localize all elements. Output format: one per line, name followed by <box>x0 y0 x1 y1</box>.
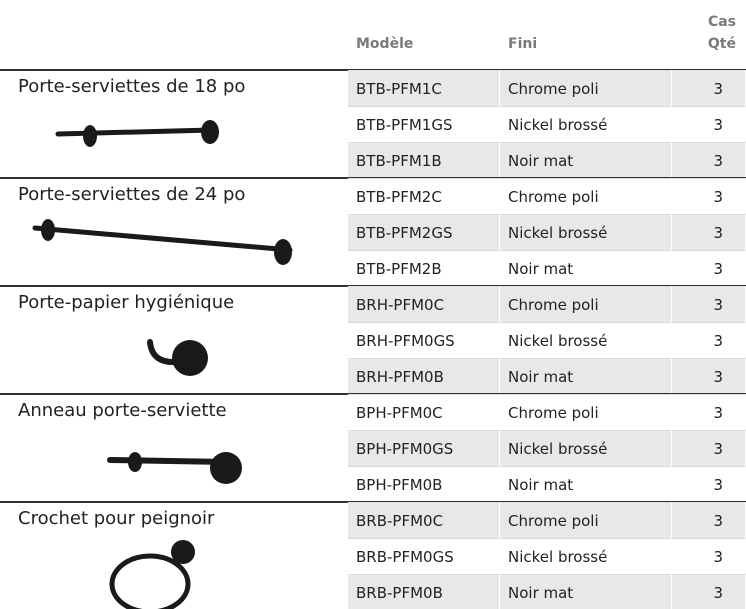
towel-bar-icon <box>55 120 219 147</box>
qty-cell: 3 <box>672 394 746 430</box>
model-cell: BPH-PFM0GS <box>348 430 500 466</box>
model-cell: BRH-PFM0C <box>348 286 500 322</box>
finish-cell: Chrome poli <box>500 70 672 106</box>
finish-cell: Chrome poli <box>500 394 672 430</box>
model-cell: BTB-PFM2C <box>348 178 500 214</box>
qty-cell: 3 <box>672 466 746 502</box>
qty-cell: 3 <box>672 178 746 214</box>
model-cell: BPH-PFM0C <box>348 394 500 430</box>
finish-cell: Noir mat <box>500 142 672 178</box>
finish-cell: Nickel brossé <box>500 214 672 250</box>
qty-cell: 3 <box>672 538 746 574</box>
model-cell: BRH-PFM0B <box>348 358 500 394</box>
qty-cell: 3 <box>672 286 746 322</box>
header-finish: Fini <box>508 36 538 52</box>
qty-cell: 3 <box>672 106 746 142</box>
model-cell: BTB-PFM1B <box>348 142 500 178</box>
tissue-holder-icon <box>147 339 208 376</box>
product-name: Porte-papier hygiénique <box>18 292 235 313</box>
finish-cell: Chrome poli <box>500 286 672 322</box>
group-separator <box>0 177 746 179</box>
qty-cell: 3 <box>672 142 746 178</box>
towel-bar-icon <box>32 219 293 265</box>
product-name: Crochet pour peignoir <box>18 508 215 529</box>
model-cell: BTB-PFM2GS <box>348 214 500 250</box>
product-name: Anneau porte-serviette <box>18 400 227 421</box>
finish-cell: Nickel brossé <box>500 322 672 358</box>
finish-cell: Chrome poli <box>500 178 672 214</box>
qty-cell: 3 <box>672 322 746 358</box>
finish-cell: Noir mat <box>500 466 672 502</box>
group-separator <box>0 501 746 503</box>
model-cell: BPH-PFM0B <box>348 466 500 502</box>
finish-cell: Nickel brossé <box>500 106 672 142</box>
model-cell: BRH-PFM0GS <box>348 322 500 358</box>
model-cell: BRB-PFM0B <box>348 574 500 609</box>
qty-cell: 3 <box>672 358 746 394</box>
qty-cell: 3 <box>672 214 746 250</box>
product-name: Porte-serviettes de 18 po <box>18 76 246 97</box>
header-qty-2: Qté <box>707 36 736 52</box>
finish-cell: Noir mat <box>500 358 672 394</box>
group-separator <box>0 393 746 395</box>
product-name: Porte-serviettes de 24 po <box>18 184 246 205</box>
robe-hook-icon <box>109 540 195 609</box>
model-cell: BTB-PFM1GS <box>348 106 500 142</box>
qty-cell: 3 <box>672 574 746 609</box>
model-cell: BRB-PFM0GS <box>348 538 500 574</box>
towel-ring-icon <box>107 452 242 484</box>
qty-cell: 3 <box>672 70 746 106</box>
model-cell: BTB-PFM1C <box>348 70 500 106</box>
header-model: Modèle <box>356 36 414 52</box>
model-cell: BTB-PFM2B <box>348 250 500 286</box>
qty-cell: 3 <box>672 430 746 466</box>
group-separator <box>0 285 746 287</box>
finish-cell: Chrome poli <box>500 502 672 538</box>
finish-cell: Nickel brossé <box>500 430 672 466</box>
header-qty-1: Cas <box>707 14 736 30</box>
finish-cell: Nickel brossé <box>500 538 672 574</box>
finish-cell: Noir mat <box>500 250 672 286</box>
qty-cell: 3 <box>672 250 746 286</box>
group-separator <box>0 69 746 71</box>
qty-cell: 3 <box>672 502 746 538</box>
model-cell: BRB-PFM0C <box>348 502 500 538</box>
finish-cell: Noir mat <box>500 574 672 609</box>
